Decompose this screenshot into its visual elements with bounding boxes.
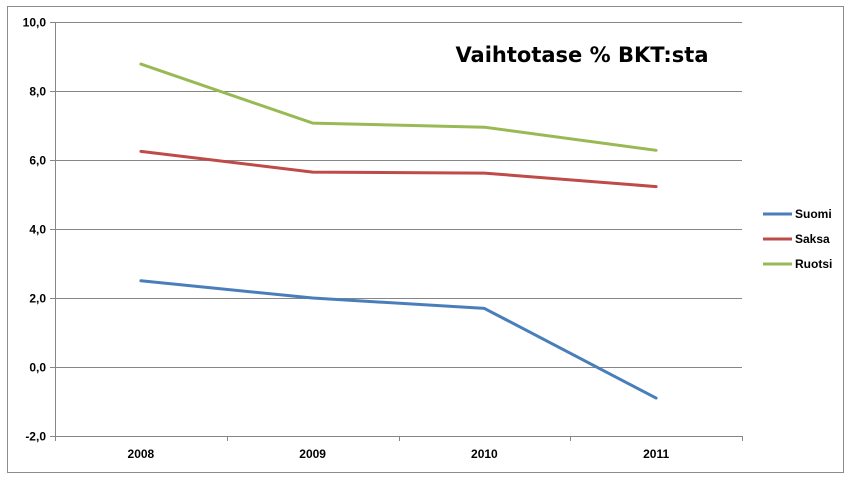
y-tick-label: 4,0 bbox=[29, 223, 46, 237]
y-tick-label: -2,0 bbox=[25, 430, 46, 444]
series-line-ruotsi bbox=[139, 62, 658, 152]
series-lines bbox=[139, 62, 658, 400]
gridlines bbox=[55, 22, 742, 437]
y-axis-ticks: -2,0 0,0 2,0 4,0 6,0 8,0 10,0 bbox=[23, 16, 55, 444]
y-tick-label: 10,0 bbox=[23, 16, 47, 30]
legend-label: Suomi bbox=[795, 207, 832, 221]
chart-frame bbox=[7, 6, 844, 473]
y-tick-label: 0,0 bbox=[29, 361, 46, 375]
x-tick-label: 2008 bbox=[128, 447, 155, 461]
series-line-saksa bbox=[139, 149, 658, 189]
y-tick-label: 6,0 bbox=[29, 154, 46, 168]
x-tick-label: 2011 bbox=[643, 447, 669, 461]
x-axis-ticks: 2008 2009 2010 2011 bbox=[55, 436, 743, 461]
y-tick-label: 8,0 bbox=[29, 85, 46, 99]
series-line-suomi bbox=[139, 279, 658, 400]
x-tick-label: 2009 bbox=[299, 447, 326, 461]
chart-title: Vaihtotase % BKT:sta bbox=[455, 43, 708, 67]
y-tick-label: 2,0 bbox=[29, 292, 46, 306]
legend: Suomi Saksa Ruotsi bbox=[763, 207, 832, 271]
x-tick-label: 2010 bbox=[471, 447, 498, 461]
axes bbox=[55, 22, 742, 437]
legend-label: Ruotsi bbox=[795, 257, 832, 271]
legend-label: Saksa bbox=[795, 232, 830, 246]
